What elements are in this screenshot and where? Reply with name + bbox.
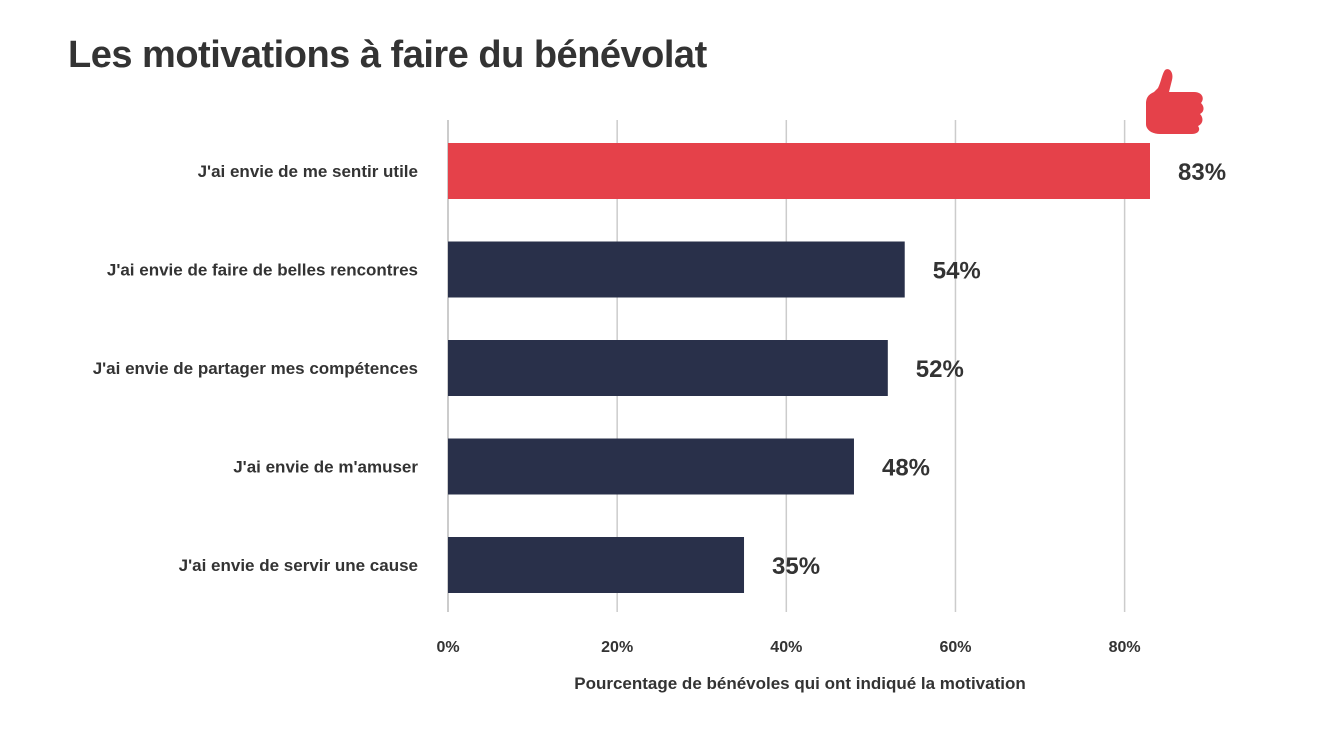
x-tick-label: 60% — [939, 639, 971, 656]
labels: 0% 20% 40% 60% 80% J'ai envie de me sentir ut… — [93, 159, 1226, 693]
thumbs-up-icon — [1146, 69, 1204, 134]
x-tick-label: 80% — [1109, 639, 1141, 656]
category-label: J'ai envie de m'amuser — [233, 458, 418, 477]
category-label: J'ai envie de me sentir utile — [198, 162, 418, 181]
x-tick-label: 0% — [436, 639, 459, 656]
bar — [448, 241, 905, 298]
x-axis-title: Pourcentage de bénévoles qui ont indiqué… — [574, 674, 1026, 693]
bar — [448, 340, 888, 396]
x-tick-label: 40% — [770, 639, 802, 656]
chart-title: Les motivations à faire du bénévolat — [68, 34, 707, 76]
category-label: J'ai envie de servir une cause — [179, 556, 418, 575]
bar — [448, 143, 1150, 199]
category-label: J'ai envie de faire de belles rencontres — [107, 261, 418, 280]
value-label: 48% — [882, 455, 930, 482]
value-label: 35% — [772, 553, 820, 580]
value-label: 83% — [1178, 159, 1226, 186]
bar — [448, 537, 745, 593]
value-label: 54% — [933, 258, 981, 285]
bar — [448, 438, 854, 495]
bars — [448, 143, 1150, 593]
x-tick-label: 20% — [601, 639, 633, 656]
value-label: 52% — [916, 356, 964, 383]
category-label: J'ai envie de partager mes compétences — [93, 359, 418, 378]
